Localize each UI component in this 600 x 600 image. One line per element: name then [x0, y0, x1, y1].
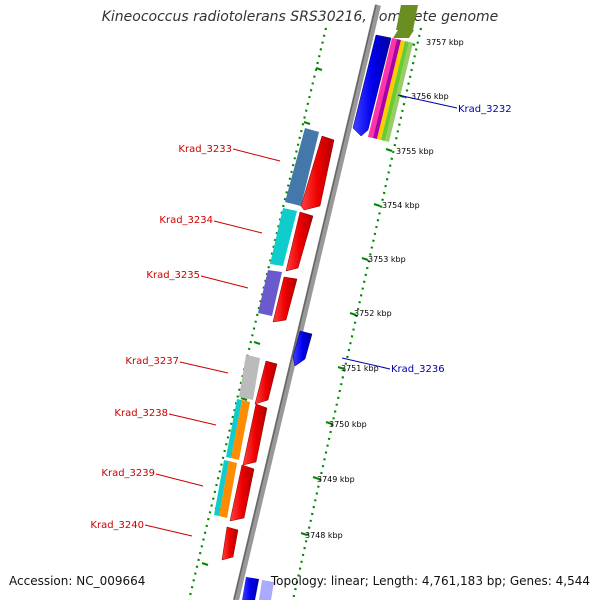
cog-bar	[368, 38, 397, 138]
gene-krad-3233-arrow[interactable]	[300, 135, 335, 211]
tick-label: 3754 kbp	[382, 201, 420, 210]
scale-tick-labels: 3757 kbp 3756 kbp 3755 kbp 3754 kbp 3753…	[305, 38, 464, 540]
forward-gene-arrow[interactable]	[352, 34, 392, 137]
outer-dotted-ring	[187, 27, 328, 600]
gene-krad-3238-cog	[231, 400, 250, 460]
gene-label-krad-3236[interactable]: Krad_3236	[391, 364, 445, 375]
gene-label-krad-3235[interactable]: Krad_3235	[146, 270, 200, 281]
gene-label-krad-3238[interactable]: Krad_3238	[114, 408, 168, 419]
genome-backbone	[233, 4, 381, 600]
tick-label: 3750 kbp	[329, 420, 367, 429]
tick-label: 3753 kbp	[368, 255, 406, 264]
gene-krad-3237-arrow[interactable]	[254, 360, 278, 405]
tick-label: 3749 kbp	[317, 475, 355, 484]
tick-label: 3751 kbp	[341, 364, 379, 373]
label-leader-lines	[144, 94, 458, 537]
cog-bar	[393, 30, 414, 38]
gene-krad-3235-arrow[interactable]	[272, 276, 298, 323]
gene-label-krad-3240[interactable]: Krad_3240	[90, 520, 144, 531]
gene-krad-3239-arrow[interactable]	[229, 464, 255, 522]
forward-gene-arrow[interactable]	[242, 577, 259, 600]
gene-krad-3238-arrow[interactable]	[242, 403, 268, 466]
gene-krad-3239-cog	[219, 461, 237, 518]
tick-label: 3748 kbp	[305, 531, 343, 540]
cog-bar	[259, 580, 274, 600]
gene-label-krad-3239[interactable]: Krad_3239	[101, 468, 155, 479]
gene-label-krad-3234[interactable]: Krad_3234	[159, 215, 213, 226]
tick-label: 3752 kbp	[354, 309, 392, 318]
accession-text: Accession: NC_009664	[9, 574, 146, 588]
gene-krad-3232-group	[352, 5, 418, 142]
gene-label-krad-3237[interactable]: Krad_3237	[125, 356, 179, 367]
cog-bar	[381, 41, 409, 141]
gene-krad-3238-cog	[226, 399, 242, 458]
gene-krad-3240-arrow[interactable]	[221, 526, 239, 561]
tick-label: 3755 kbp	[396, 147, 434, 156]
gene-krad-3234-cog	[270, 208, 297, 266]
cog-bar	[396, 5, 418, 30]
gene-label-krad-3233[interactable]: Krad_3233	[178, 144, 232, 155]
gene-krad-3234-arrow[interactable]	[285, 211, 314, 272]
genome-stats-text: Topology: linear; Length: 4,761,183 bp; …	[270, 574, 590, 588]
tick-label: 3757 kbp	[426, 38, 464, 47]
gene-label-krad-3232[interactable]: Krad_3232	[458, 104, 512, 115]
gene-krad-3237-cog	[239, 355, 260, 400]
tick-label: 3756 kbp	[411, 92, 449, 101]
cog-bar	[373, 39, 401, 139]
gene-krad-3236-arrow[interactable]	[292, 330, 313, 367]
gene-krad-3233-cog	[285, 128, 319, 206]
cog-bar	[385, 42, 413, 142]
cog-bar	[377, 40, 405, 140]
gene-krad-3235-cog	[258, 270, 282, 316]
gene-krad-3239-cog	[214, 460, 229, 516]
